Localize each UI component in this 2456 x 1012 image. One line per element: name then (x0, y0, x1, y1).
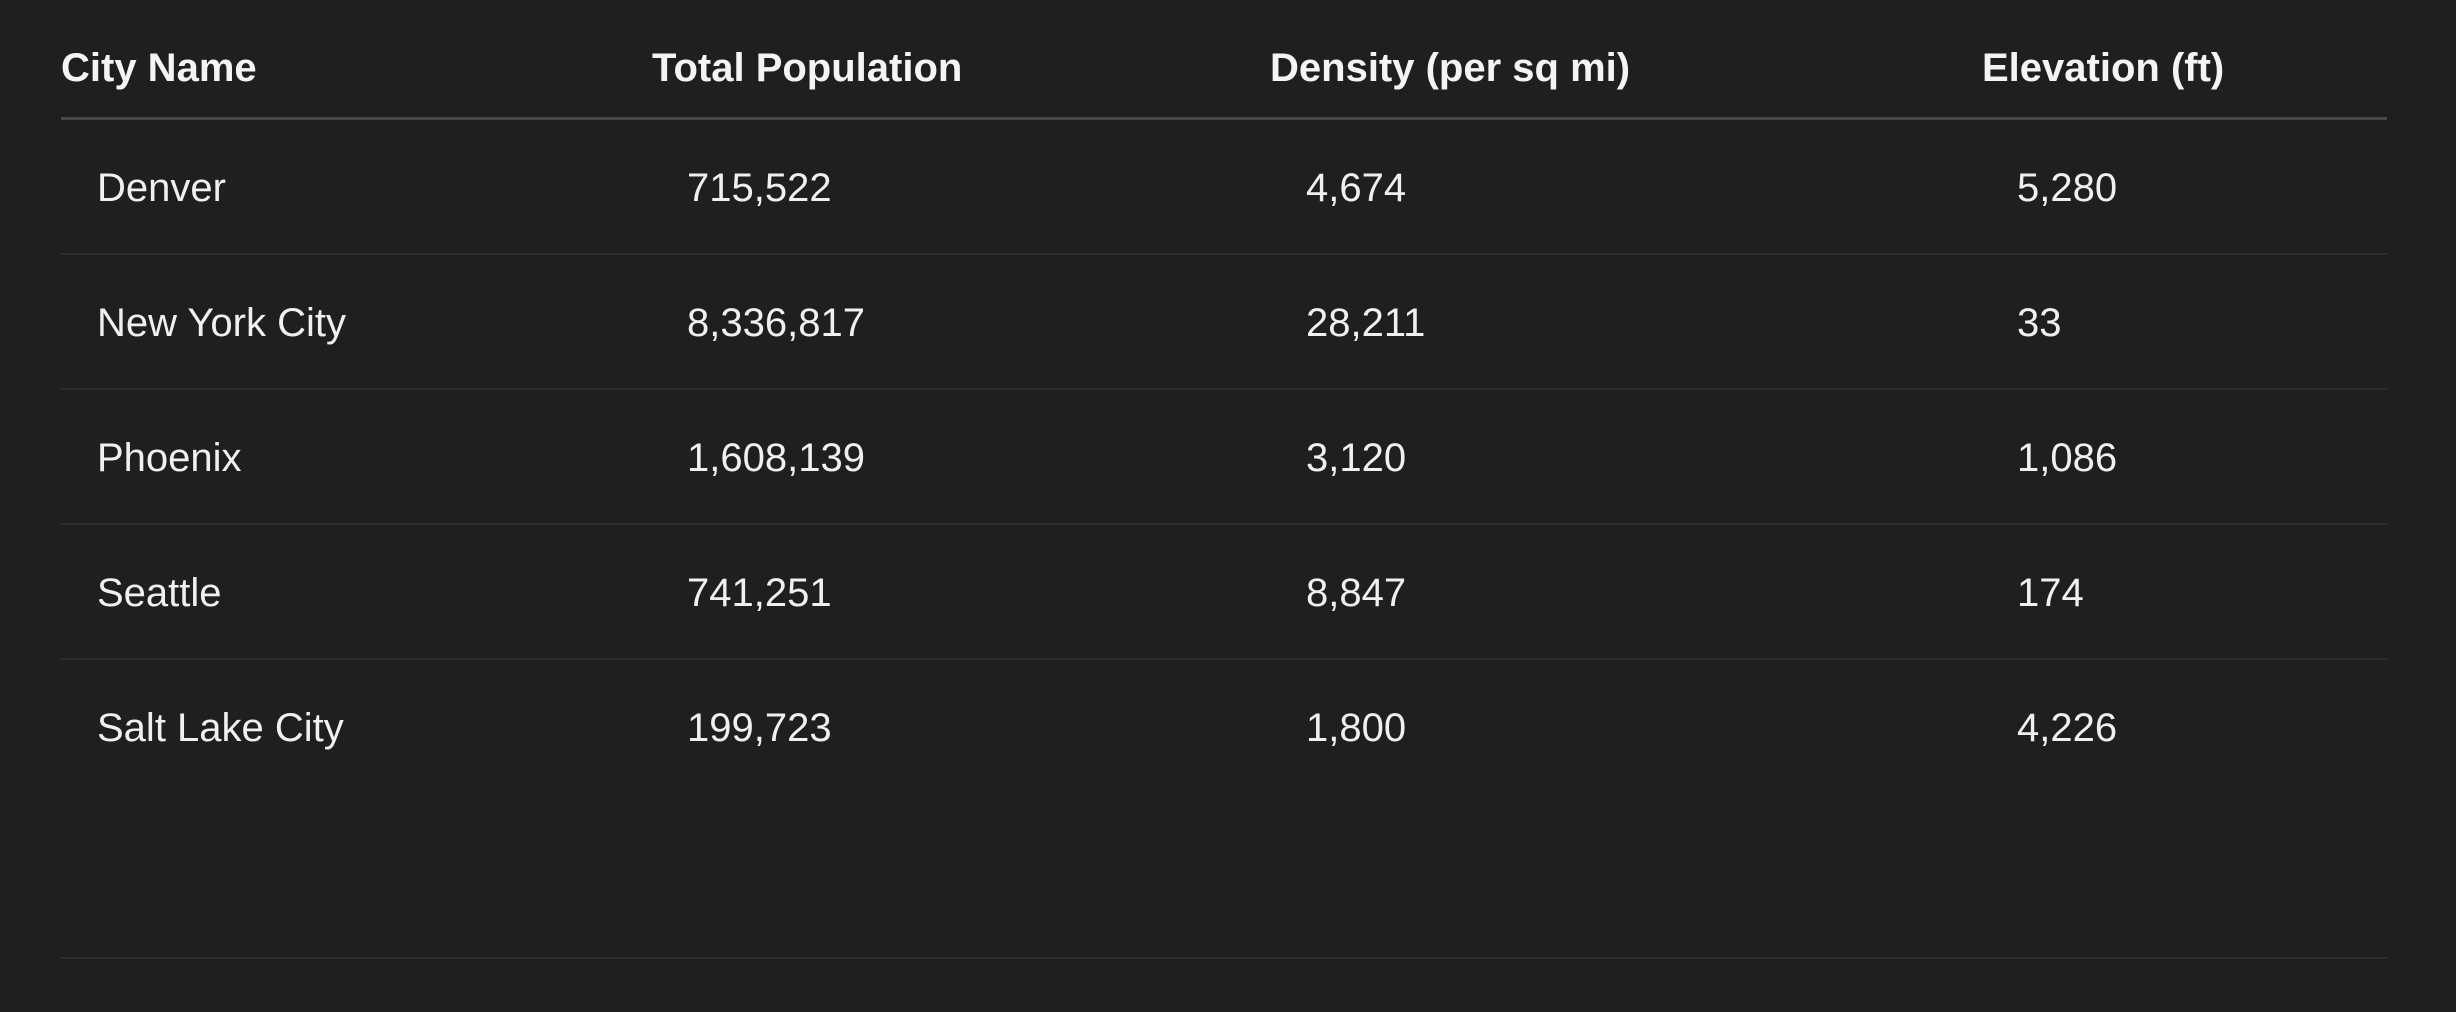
cell-elevation: 5,280 (2017, 166, 2118, 210)
cell-elevation: 174 (2017, 571, 2084, 615)
column-header-total-population[interactable]: Total Population (652, 46, 963, 90)
column-header-city-name[interactable]: City Name (61, 46, 257, 90)
cell-density: 4,674 (1306, 166, 1407, 210)
cell-total-population: 199,723 (687, 706, 832, 750)
cell-elevation: 4,226 (2017, 706, 2118, 750)
cell-total-population: 8,336,817 (687, 301, 865, 345)
cell-city-name: Seattle (97, 571, 222, 615)
table-row[interactable]: Denver 715,522 4,674 5,280 (61, 120, 2387, 255)
table-row[interactable]: New York City 8,336,817 28,211 33 (61, 255, 2387, 390)
cell-total-population: 741,251 (687, 571, 832, 615)
table-bottom-divider (61, 957, 2387, 959)
cell-city-name: New York City (97, 301, 346, 345)
cell-elevation: 33 (2017, 301, 2062, 345)
table-row[interactable]: Seattle 741,251 8,847 174 (61, 525, 2387, 660)
cell-city-name: Salt Lake City (97, 706, 344, 750)
cell-city-name: Phoenix (97, 436, 242, 480)
cell-density: 1,800 (1306, 706, 1407, 750)
table-body: Denver 715,522 4,674 5,280 New York City… (61, 120, 2387, 795)
cell-density: 28,211 (1306, 301, 1426, 345)
cell-total-population: 715,522 (687, 166, 832, 210)
cell-density: 3,120 (1306, 436, 1407, 480)
table-header-row: City Name Total Population Density (per … (61, 0, 2387, 120)
cell-elevation: 1,086 (2017, 436, 2118, 480)
column-header-density[interactable]: Density (per sq mi) (1270, 46, 1631, 90)
table-row[interactable]: Phoenix 1,608,139 3,120 1,086 (61, 390, 2387, 525)
table-row[interactable]: Salt Lake City 199,723 1,800 4,226 (61, 660, 2387, 795)
cell-total-population: 1,608,139 (687, 436, 865, 480)
cell-city-name: Denver (97, 166, 226, 210)
cell-density: 8,847 (1306, 571, 1407, 615)
column-header-elevation[interactable]: Elevation (ft) (1982, 46, 2225, 90)
city-data-table: City Name Total Population Density (per … (61, 0, 2387, 1012)
